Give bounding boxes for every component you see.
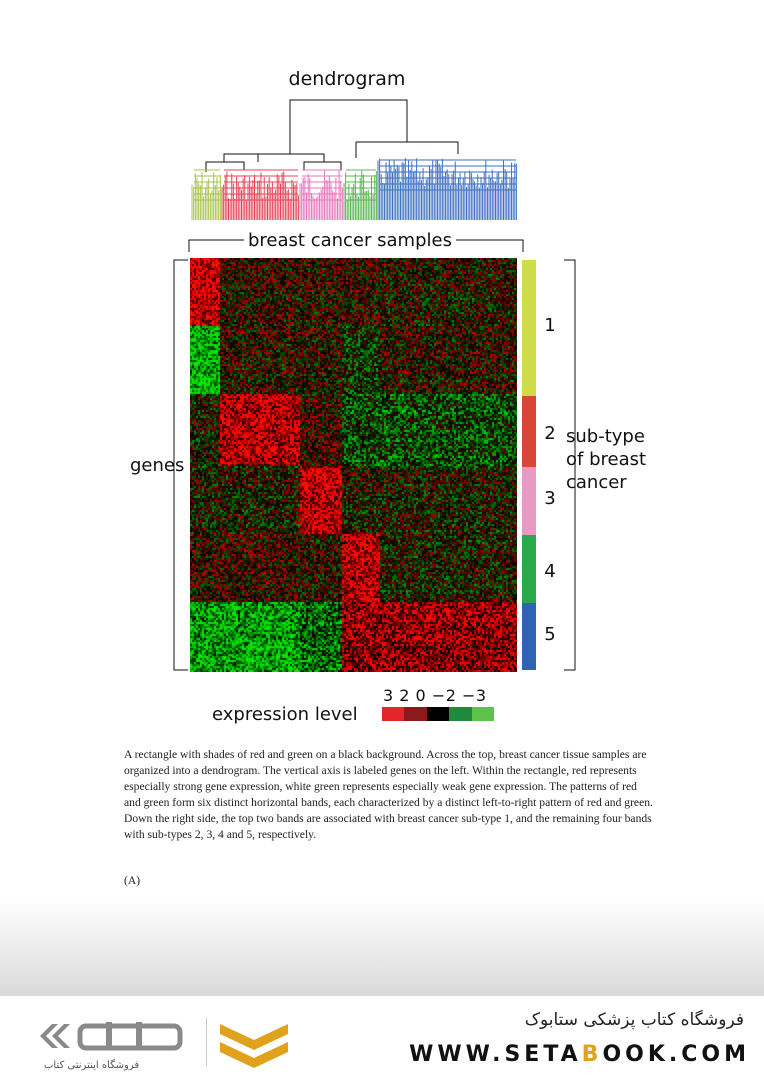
dendrogram-title: dendrogram bbox=[288, 68, 406, 90]
subtype-label-line-3: cancer bbox=[566, 472, 627, 493]
logo-subtitle: فروشگاه اینترنتی کتاب bbox=[44, 1060, 140, 1071]
footer-shadow bbox=[0, 900, 764, 996]
samples-label: breast cancer samples bbox=[244, 230, 456, 251]
legend-swatch bbox=[382, 707, 405, 721]
legend-swatch bbox=[449, 707, 472, 721]
subtype-label-line-2: of breast bbox=[566, 449, 647, 470]
dendrogram-clusters bbox=[191, 158, 517, 220]
dendrogram bbox=[191, 99, 517, 220]
subtype-label-line-1: sub-type bbox=[566, 426, 645, 447]
dendrogram-top-branches bbox=[205, 99, 459, 172]
store-url[interactable]: WWW.SETABOOK.COM bbox=[409, 1042, 750, 1067]
expression-heatmap bbox=[190, 258, 517, 672]
subtype-number-4: 4 bbox=[544, 561, 556, 582]
subtype-label: sub-type of breast cancer bbox=[566, 425, 646, 494]
genes-label: genes bbox=[130, 455, 185, 476]
subtype-bar-2 bbox=[522, 396, 536, 467]
legend-color-bar bbox=[382, 707, 495, 721]
legend-swatch bbox=[426, 707, 450, 721]
subtype-bracket bbox=[564, 259, 576, 671]
footer-banner: فروشگاه اینترنتی کتاب bbox=[0, 996, 764, 1080]
subtype-bar-5 bbox=[522, 603, 536, 670]
url-accent-letter: B bbox=[581, 1042, 603, 1067]
figure-caption: A rectangle with shades of red and green… bbox=[124, 748, 653, 841]
book-chevron-icon bbox=[220, 1024, 288, 1068]
legend-label: expression level bbox=[212, 704, 358, 725]
footer-divider bbox=[206, 1018, 207, 1066]
setabook-logo-mark bbox=[40, 1022, 183, 1051]
legend-swatch bbox=[404, 707, 427, 721]
legend-swatch bbox=[471, 707, 495, 721]
genes-bracket bbox=[173, 259, 188, 671]
subtype-number-1: 1 bbox=[544, 315, 556, 336]
subtype-number-5: 5 bbox=[544, 624, 556, 645]
subtype-color-bar bbox=[522, 260, 536, 670]
store-name: فروشگاه کتاب پزشکی ستابوک bbox=[524, 1010, 744, 1030]
url-part-1: WWW.SETA bbox=[409, 1042, 582, 1067]
legend-values: 3 2 0 −2 −3 bbox=[383, 686, 487, 705]
subtype-bar-1 bbox=[522, 260, 536, 396]
figure-letter: (A) bbox=[124, 874, 141, 887]
subtype-number-3: 3 bbox=[544, 488, 556, 509]
subtype-bar-3 bbox=[522, 467, 536, 535]
subtype-number-2: 2 bbox=[544, 423, 556, 444]
subtype-bar-4 bbox=[522, 535, 536, 603]
url-part-2: OOK.COM bbox=[602, 1042, 750, 1067]
